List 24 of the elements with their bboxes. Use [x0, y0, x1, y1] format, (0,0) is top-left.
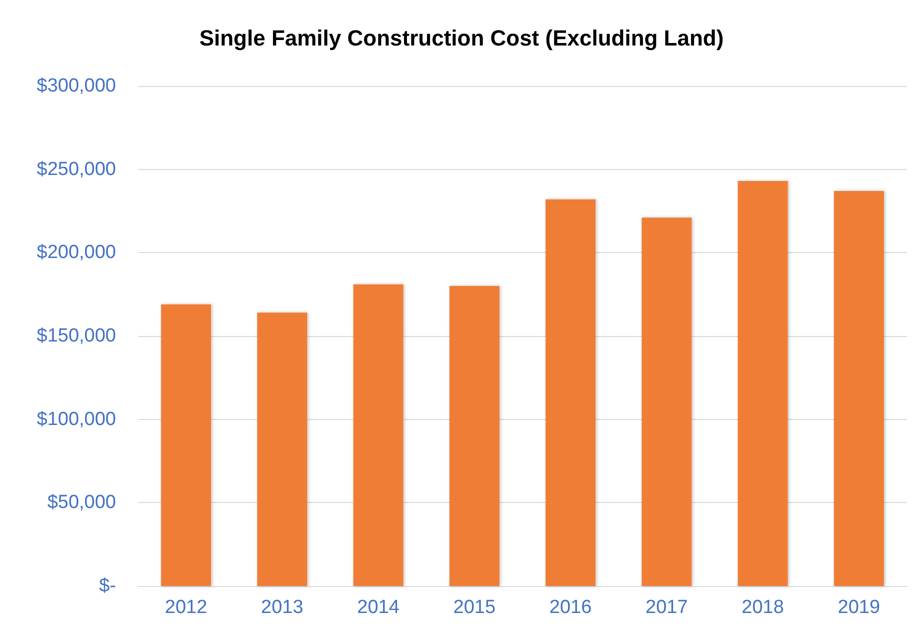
bar — [161, 304, 212, 586]
bar — [353, 284, 404, 586]
bar — [738, 181, 788, 586]
x-tick-label: 2016 — [549, 597, 592, 618]
bar — [642, 218, 692, 586]
x-tick-label: 2018 — [742, 597, 784, 618]
x-tick-label: 2014 — [357, 597, 400, 618]
y-tick-label: $250,000 — [36, 158, 116, 180]
y-tick-label: $100,000 — [36, 408, 116, 430]
y-tick-label: $150,000 — [36, 326, 116, 346]
x-tick-label: 2017 — [646, 597, 688, 618]
y-tick-label: $- — [99, 576, 116, 596]
x-tick-label: 2019 — [838, 597, 880, 618]
x-tick-label: 2012 — [164, 597, 208, 618]
y-tick-label: $300,000 — [36, 76, 116, 96]
x-tick-label: 2013 — [261, 597, 304, 618]
bar — [546, 199, 596, 586]
y-tick-label: $50,000 — [47, 492, 116, 514]
x-tick-label: 2015 — [453, 597, 496, 618]
chart-title: Single Family Construction Cost (Excluding Land) — [199, 26, 724, 50]
bar — [449, 286, 500, 586]
bar — [834, 191, 884, 586]
y-tick-label: $200,000 — [36, 242, 116, 264]
bar — [257, 312, 308, 586]
